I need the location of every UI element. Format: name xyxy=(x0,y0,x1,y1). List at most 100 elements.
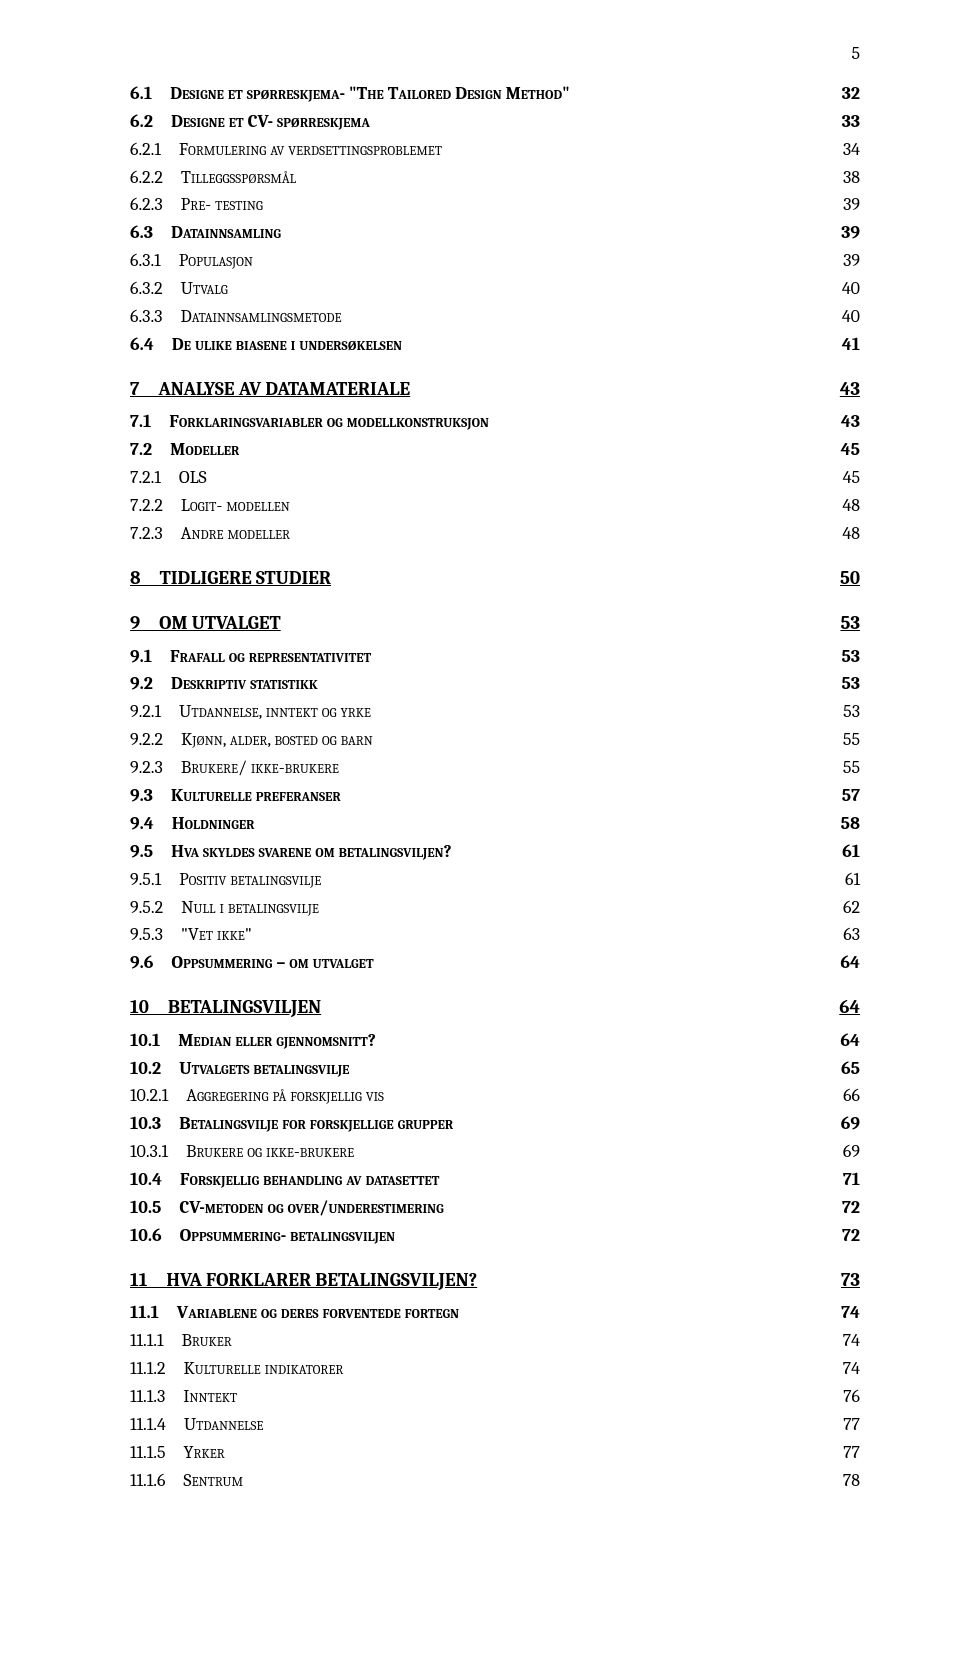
toc-label: 11.1.5 Yrker xyxy=(130,1439,824,1467)
toc-row: 6.4 De ulike biasene i undersøkelsen41 xyxy=(130,331,860,359)
toc-page: 55 xyxy=(824,754,860,782)
toc-row: 9.5 Hva skyldes svarene om betalingsvilj… xyxy=(130,838,860,866)
toc-page: 71 xyxy=(824,1166,860,1194)
toc-label: 9.1 Frafall og representativitet xyxy=(130,643,824,671)
toc-label: 11.1.6 Sentrum xyxy=(130,1467,824,1495)
toc-row: 7.1 Forklaringsvariabler og modellkonstr… xyxy=(130,408,860,436)
toc-label: 9.2.2 Kjønn, alder, bosted og barn xyxy=(130,726,824,754)
toc-row: 6.2 Designe et CV- spørreskjema33 xyxy=(130,108,860,136)
toc-row: 6.2.3 Pre- testing39 xyxy=(130,191,860,219)
toc-row: 11.1.6 Sentrum78 xyxy=(130,1467,860,1495)
toc-label: 6.4 De ulike biasene i undersøkelsen xyxy=(130,331,824,359)
toc-page: 43 xyxy=(824,375,860,404)
toc-label: 7.2.1 OLS xyxy=(130,464,824,492)
toc-label: 10.4 Forskjellig behandling av datasette… xyxy=(130,1166,824,1194)
toc-page: 74 xyxy=(824,1355,860,1383)
toc-label: 6.3.1 Populasjon xyxy=(130,247,824,275)
toc-label: 11.1.3 Inntekt xyxy=(130,1383,824,1411)
toc-label: 10 BETALINGSVILJEN xyxy=(130,993,824,1022)
toc-row: 10.3.1 Brukere og ikke-brukere69 xyxy=(130,1138,860,1166)
toc-label: 7 ANALYSE AV DATAMATERIALE xyxy=(130,375,824,404)
toc-row: 10 BETALINGSVILJEN64 xyxy=(130,993,860,1022)
toc-row: 7.2 Modeller45 xyxy=(130,436,860,464)
toc-page: 69 xyxy=(824,1138,860,1166)
toc-label: 11.1.1 Bruker xyxy=(130,1327,824,1355)
toc-row: 6.3.2 Utvalg40 xyxy=(130,275,860,303)
toc-label: 9.3 Kulturelle preferanser xyxy=(130,782,824,810)
toc-page: 33 xyxy=(824,108,860,136)
toc-page: 73 xyxy=(824,1266,860,1295)
toc-row: 11.1 Variablene og deres forventede fort… xyxy=(130,1299,860,1327)
toc-label: 6.3.3 Datainnsamlingsmetode xyxy=(130,303,824,331)
toc-row: 9.2 Deskriptiv statistikk53 xyxy=(130,670,860,698)
toc-label: 8 TIDLIGERE STUDIER xyxy=(130,564,824,593)
toc-page: 64 xyxy=(824,1027,860,1055)
toc-row: 8 TIDLIGERE STUDIER50 xyxy=(130,564,860,593)
toc-page: 40 xyxy=(824,303,860,331)
toc-page: 77 xyxy=(824,1411,860,1439)
toc-row: 9.6 Oppsummering – om utvalget64 xyxy=(130,949,860,977)
toc-page: 64 xyxy=(824,993,860,1022)
toc-label: 6.1 Designe et spørreskjema- "The Tailor… xyxy=(130,80,824,108)
toc-page: 53 xyxy=(824,698,860,726)
toc-row: 9 OM UTVALGET53 xyxy=(130,609,860,638)
toc-label: 7.1 Forklaringsvariabler og modellkonstr… xyxy=(130,408,824,436)
toc-label: 7.2.2 Logit- modellen xyxy=(130,492,824,520)
toc-row: 7.2.1 OLS45 xyxy=(130,464,860,492)
toc-page: 48 xyxy=(824,520,860,548)
toc-row: 10.6 Oppsummering- betalingsviljen72 xyxy=(130,1222,860,1250)
page: 5 6.1 Designe et spørreskjema- "The Tail… xyxy=(0,0,960,1554)
toc-page: 62 xyxy=(824,894,860,922)
toc-label: 6.3 Datainnsamling xyxy=(130,219,824,247)
toc-row: 9.2.2 Kjønn, alder, bosted og barn55 xyxy=(130,726,860,754)
toc-row: 10.5 CV-metoden og over/underestimering7… xyxy=(130,1194,860,1222)
toc-label: 9.5 Hva skyldes svarene om betalingsvilj… xyxy=(130,838,824,866)
toc-row: 10.4 Forskjellig behandling av datasette… xyxy=(130,1166,860,1194)
toc-row: 10.1 Median eller gjennomsnitt?64 xyxy=(130,1027,860,1055)
toc-label: 6.2.1 Formulering av verdsettingsproblem… xyxy=(130,136,824,164)
toc-label: 10.2.1 Aggregering på forskjellig vis xyxy=(130,1082,824,1110)
toc-page: 55 xyxy=(824,726,860,754)
toc-row: 6.3 Datainnsamling39 xyxy=(130,219,860,247)
toc-row: 11.1.3 Inntekt76 xyxy=(130,1383,860,1411)
toc-page: 72 xyxy=(824,1222,860,1250)
toc-page: 39 xyxy=(824,219,860,247)
toc-page: 69 xyxy=(824,1110,860,1138)
toc-row: 9.2.1 Utdannelse, inntekt og yrke53 xyxy=(130,698,860,726)
toc-page: 53 xyxy=(824,609,860,638)
toc-label: 6.2.3 Pre- testing xyxy=(130,191,824,219)
toc-label: 9.2.3 Brukere/ ikke-brukere xyxy=(130,754,824,782)
toc-row: 10.2.1 Aggregering på forskjellig vis66 xyxy=(130,1082,860,1110)
toc-label: 6.3.2 Utvalg xyxy=(130,275,824,303)
toc-page: 39 xyxy=(824,247,860,275)
toc-label: 11.1.4 Utdannelse xyxy=(130,1411,824,1439)
toc-row: 7 ANALYSE AV DATAMATERIALE43 xyxy=(130,375,860,404)
toc-row: 7.2.3 Andre modeller48 xyxy=(130,520,860,548)
toc-page: 53 xyxy=(824,643,860,671)
toc-page: 76 xyxy=(824,1383,860,1411)
toc-label: 10.3.1 Brukere og ikke-brukere xyxy=(130,1138,824,1166)
toc-label: 10.6 Oppsummering- betalingsviljen xyxy=(130,1222,824,1250)
toc-page: 53 xyxy=(824,670,860,698)
toc-row: 6.1 Designe et spørreskjema- "The Tailor… xyxy=(130,80,860,108)
toc-page: 72 xyxy=(824,1194,860,1222)
toc-label: 6.2.2 Tilleggsspørsmål xyxy=(130,164,824,192)
toc-row: 9.4 Holdninger58 xyxy=(130,810,860,838)
toc-page: 63 xyxy=(824,921,860,949)
toc-page: 64 xyxy=(824,949,860,977)
toc-page: 32 xyxy=(824,80,860,108)
toc-page: 48 xyxy=(824,492,860,520)
toc-label: 9.5.3 "Vet ikke" xyxy=(130,921,824,949)
toc-label: 9.4 Holdninger xyxy=(130,810,824,838)
toc-row: 11 HVA FORKLARER BETALINGSVILJEN?73 xyxy=(130,1266,860,1295)
toc-page: 50 xyxy=(824,564,860,593)
toc-page: 34 xyxy=(824,136,860,164)
toc-page: 58 xyxy=(824,810,860,838)
toc-label: 11.1 Variablene og deres forventede fort… xyxy=(130,1299,824,1327)
toc-row: 9.5.3 "Vet ikke"63 xyxy=(130,921,860,949)
toc-page: 38 xyxy=(824,164,860,192)
toc-label: 10.3 Betalingsvilje for forskjellige gru… xyxy=(130,1110,824,1138)
toc-label: 9.5.1 Positiv betalingsvilje xyxy=(130,866,824,894)
toc-label: 11 HVA FORKLARER BETALINGSVILJEN? xyxy=(130,1266,824,1295)
toc-label: 9.5.2 Null i betalingsvilje xyxy=(130,894,824,922)
